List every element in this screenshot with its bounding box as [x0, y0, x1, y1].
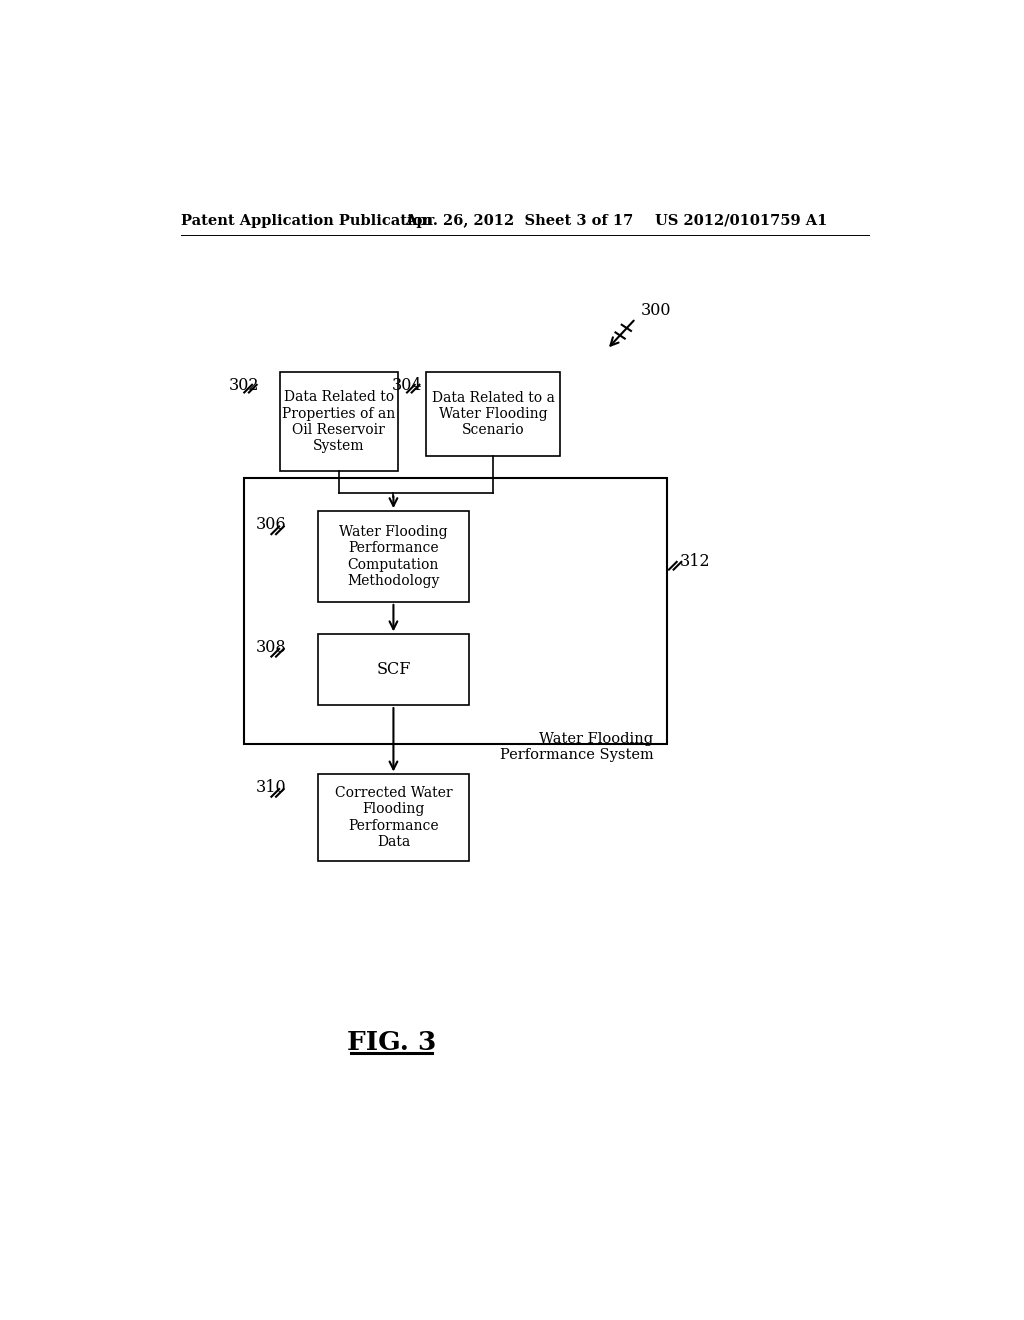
- Text: 300: 300: [641, 302, 672, 319]
- Bar: [245, 478, 668, 743]
- Bar: [317, 635, 469, 705]
- Text: Apr. 26, 2012  Sheet 3 of 17: Apr. 26, 2012 Sheet 3 of 17: [406, 214, 634, 228]
- Text: SCF: SCF: [376, 661, 411, 678]
- Text: 308: 308: [256, 639, 287, 656]
- Bar: [426, 372, 560, 455]
- Bar: [317, 775, 469, 861]
- Bar: [280, 372, 397, 471]
- Text: Water Flooding
Performance System: Water Flooding Performance System: [500, 733, 653, 762]
- Text: 310: 310: [256, 779, 287, 796]
- Text: Patent Application Publication: Patent Application Publication: [180, 214, 433, 228]
- Text: 304: 304: [391, 378, 422, 395]
- Bar: [317, 511, 469, 602]
- Text: Water Flooding
Performance
Computation
Methodology: Water Flooding Performance Computation M…: [339, 525, 447, 587]
- Text: 312: 312: [680, 553, 711, 570]
- Text: Data Related to
Properties of an
Oil Reservoir
System: Data Related to Properties of an Oil Res…: [283, 391, 395, 453]
- Text: 306: 306: [256, 516, 287, 533]
- Text: US 2012/0101759 A1: US 2012/0101759 A1: [655, 214, 827, 228]
- Text: Corrected Water
Flooding
Performance
Data: Corrected Water Flooding Performance Dat…: [335, 787, 453, 849]
- Text: FIG. 3: FIG. 3: [347, 1030, 436, 1055]
- Text: 302: 302: [228, 378, 259, 395]
- Text: Data Related to a
Water Flooding
Scenario: Data Related to a Water Flooding Scenari…: [431, 391, 554, 437]
